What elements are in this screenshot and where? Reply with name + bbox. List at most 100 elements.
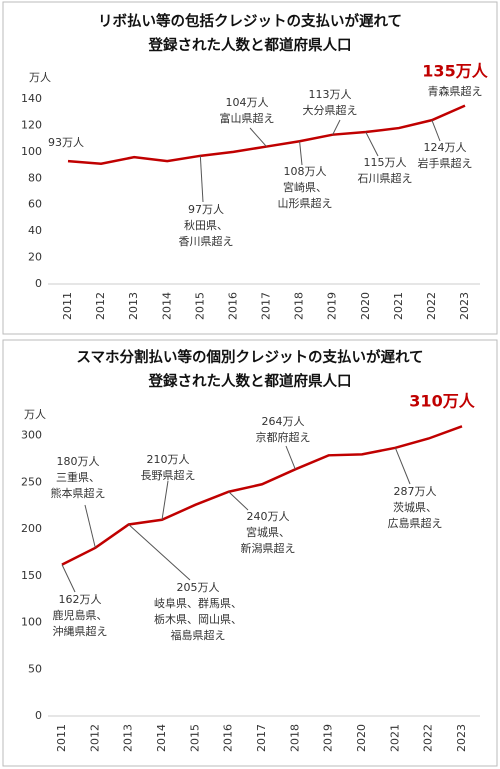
annotation: 124万人 (424, 141, 467, 154)
leader-line (394, 447, 411, 485)
y-tick-label: 100 (21, 616, 42, 629)
leader-line (299, 141, 303, 166)
x-tick-label: 2015 (193, 292, 206, 320)
annotation: 鹿児島県、 (53, 608, 108, 622)
chart-title: 登録された人数と都道府県人口 (148, 36, 352, 54)
annotation: 180万人 (57, 455, 100, 468)
x-tick-label: 2020 (359, 292, 372, 320)
annotation: 三重県、 (56, 470, 100, 484)
y-tick-label: 150 (21, 569, 42, 582)
annotation: 93万人 (48, 136, 84, 149)
x-tick-label: 2012 (94, 292, 107, 320)
x-tick-label: 2018 (288, 724, 301, 752)
annotation: 香川県超え (179, 234, 234, 248)
y-unit: 万人 (24, 408, 46, 421)
chart-title: 登録された人数と都道府県人口 (148, 372, 352, 390)
annotation: 264万人 (262, 415, 305, 428)
y-tick-label: 120 (21, 118, 42, 131)
x-tick-label: 2017 (255, 724, 268, 752)
y-tick-label: 300 (21, 429, 42, 442)
y-tick-label: 80 (28, 171, 42, 184)
annotation: 秋田県、 (184, 218, 228, 232)
annotation: 205万人 (177, 581, 220, 594)
annotation: 210万人 (147, 453, 190, 466)
annotation: 宮城県、 (246, 525, 290, 539)
x-tick-label: 2020 (355, 724, 368, 752)
leader-line (249, 127, 267, 147)
leader-line (199, 155, 204, 203)
annotation: 茨城県、 (393, 500, 437, 514)
y-unit: 万人 (29, 71, 51, 84)
y-tick-label: 140 (21, 92, 42, 105)
annotation: 福島県超え (171, 628, 226, 642)
annotation: 97万人 (188, 203, 224, 216)
leader-line (161, 480, 169, 520)
x-tick-label: 2017 (260, 292, 273, 320)
x-tick-label: 2012 (88, 724, 101, 752)
annotation: 240万人 (247, 510, 290, 523)
x-tick-label: 2022 (425, 292, 438, 320)
leader-line (332, 119, 341, 135)
x-tick-label: 2021 (392, 292, 405, 320)
leader-line (285, 445, 296, 470)
leader-line (228, 491, 249, 511)
y-tick-label: 50 (28, 662, 42, 675)
annotation: 富山県超え (220, 111, 275, 125)
annotation: 135万人 (422, 62, 488, 81)
y-tick-label: 40 (28, 224, 42, 237)
x-tick-label: 2011 (55, 724, 68, 752)
panel-border (2, 1, 498, 335)
leader-line (84, 504, 96, 548)
x-tick-label: 2016 (226, 292, 239, 320)
x-tick-label: 2023 (458, 292, 471, 320)
leader-line (61, 564, 76, 593)
annotation: 115万人 (364, 156, 407, 169)
y-tick-label: 60 (28, 198, 42, 211)
x-tick-label: 2014 (160, 292, 173, 320)
x-tick-label: 2013 (127, 292, 140, 320)
annotation: 162万人 (59, 593, 102, 606)
annotation: 青森県超え (428, 84, 483, 98)
annotation: 山形県超え (278, 196, 333, 210)
y-tick-label: 100 (21, 145, 42, 158)
annotation: 長野県超え (141, 468, 196, 482)
leader-line (365, 131, 379, 157)
annotation: 岩手県超え (418, 156, 473, 170)
annotation: 栃木県、岡山県、 (154, 612, 242, 626)
annotation: 石川県超え (358, 171, 413, 185)
annotation: 熊本県超え (51, 486, 106, 500)
y-tick-label: 200 (21, 522, 42, 535)
annotation: 岐阜県、群馬県、 (154, 596, 242, 610)
x-tick-label: 2015 (188, 724, 201, 752)
panel-border (2, 339, 498, 767)
annotation: 宮崎県、 (283, 180, 327, 194)
annotation: 沖縄県超え (53, 624, 108, 638)
x-tick-label: 2023 (455, 724, 468, 752)
annotation: 京都府超え (256, 430, 311, 444)
leader-line (431, 119, 441, 142)
y-tick-label: 0 (35, 277, 42, 290)
annotation: 広島県超え (388, 516, 443, 530)
x-tick-label: 2014 (155, 724, 168, 752)
annotation: 新潟県超え (241, 541, 296, 555)
y-tick-label: 20 (28, 251, 42, 264)
annotation: 104万人 (226, 96, 269, 109)
x-tick-label: 2022 (422, 724, 435, 752)
x-tick-label: 2019 (322, 724, 335, 752)
x-tick-label: 2013 (122, 724, 135, 752)
y-tick-label: 250 (21, 475, 42, 488)
annotation: 108万人 (284, 165, 327, 178)
x-tick-label: 2018 (293, 292, 306, 320)
leader-line (128, 524, 191, 581)
x-tick-label: 2019 (326, 292, 339, 320)
x-tick-label: 2021 (388, 724, 401, 752)
annotation: 大分県超え (303, 103, 358, 117)
annotation: 310万人 (409, 392, 475, 411)
annotation: 113万人 (309, 88, 352, 101)
x-tick-label: 2011 (61, 292, 74, 320)
x-tick-label: 2016 (222, 724, 235, 752)
y-tick-label: 0 (35, 709, 42, 722)
chart-title: スマホ分割払い等の個別クレジットの支払いが遅れて (76, 348, 423, 366)
annotation: 287万人 (394, 485, 437, 498)
